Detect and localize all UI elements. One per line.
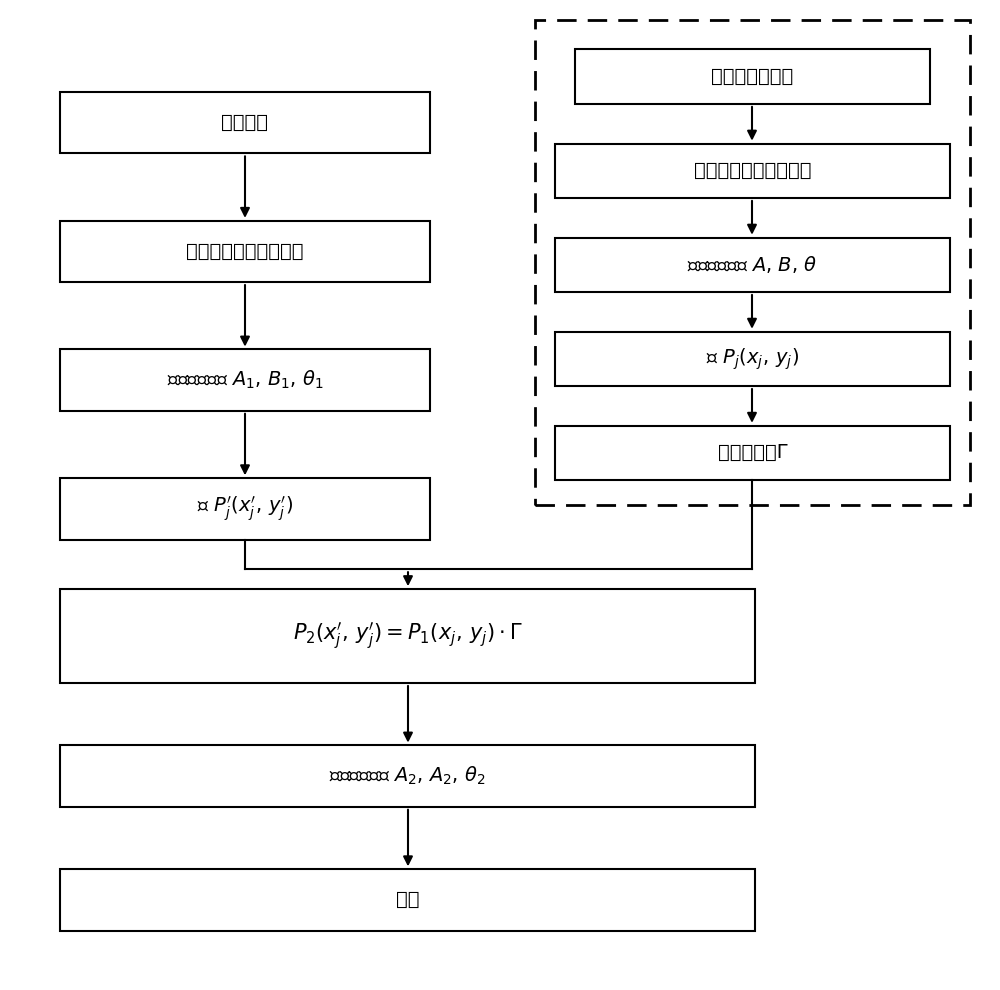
Text: $P_2(x_j^{\prime},\, y_j^{\prime}) = P_1(x_j,\, y_j) \cdot \Gamma$: $P_2(x_j^{\prime},\, y_j^{\prime}) = P_1…	[293, 621, 522, 651]
FancyBboxPatch shape	[555, 426, 950, 480]
FancyBboxPatch shape	[60, 478, 430, 540]
FancyBboxPatch shape	[60, 589, 755, 683]
Text: 标准角膜眼测量: 标准角膜眼测量	[711, 67, 794, 86]
Text: 椭圆拟合，得 $A_2$, $A_2$, $\theta_2$: 椭圆拟合，得 $A_2$, $A_2$, $\theta_2$	[329, 765, 486, 787]
Text: 椭圆拟合，得 $A$, $B$, $\theta$: 椭圆拟合，得 $A$, $B$, $\theta$	[687, 254, 818, 275]
Text: 滤噪二值化、边缘提取: 滤噪二值化、边缘提取	[186, 242, 304, 261]
Text: 实际测量: 实际测量	[222, 113, 268, 133]
Text: 得 $P_j(x_j,\, y_j)$: 得 $P_j(x_j,\, y_j)$	[706, 346, 799, 371]
FancyBboxPatch shape	[60, 745, 755, 807]
FancyBboxPatch shape	[60, 349, 430, 411]
FancyBboxPatch shape	[555, 144, 950, 198]
Text: 滤噪二值化、边缘提取: 滤噪二值化、边缘提取	[694, 161, 811, 180]
Text: 输出: 输出	[396, 890, 419, 910]
Text: 椭圆拟合，得 $A_1$, $B_1$, $\theta_1$: 椭圆拟合，得 $A_1$, $B_1$, $\theta_1$	[167, 369, 323, 391]
Text: 得映射关系Γ: 得映射关系Γ	[718, 444, 787, 462]
FancyBboxPatch shape	[60, 869, 755, 931]
FancyBboxPatch shape	[555, 332, 950, 386]
FancyBboxPatch shape	[60, 92, 430, 153]
Text: 得 $P_j^{\prime}(x_j^{\prime},\, y_j^{\prime})$: 得 $P_j^{\prime}(x_j^{\prime},\, y_j^{\pr…	[197, 495, 293, 523]
FancyBboxPatch shape	[555, 238, 950, 292]
FancyBboxPatch shape	[60, 221, 430, 282]
FancyBboxPatch shape	[575, 50, 930, 104]
